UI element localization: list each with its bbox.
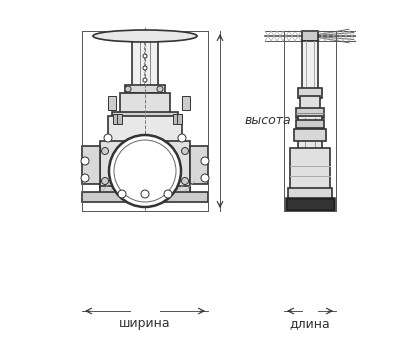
Bar: [100, 186, 190, 198]
Bar: [288, 188, 332, 202]
Bar: [113, 114, 118, 124]
Bar: [82, 192, 208, 202]
Bar: [120, 93, 170, 116]
Text: ширина: ширина: [119, 318, 171, 330]
Bar: [177, 114, 182, 124]
Circle shape: [182, 147, 188, 155]
Circle shape: [164, 190, 172, 198]
Bar: [132, 40, 158, 91]
Circle shape: [143, 54, 147, 58]
Circle shape: [125, 86, 131, 92]
Bar: [117, 114, 122, 124]
Bar: [173, 114, 178, 124]
Bar: [100, 141, 190, 191]
Bar: [302, 41, 318, 91]
Ellipse shape: [93, 30, 197, 42]
Circle shape: [201, 157, 209, 165]
Bar: [112, 112, 178, 118]
Bar: [302, 31, 318, 41]
Circle shape: [143, 78, 147, 82]
Circle shape: [178, 134, 186, 142]
Bar: [125, 85, 165, 93]
Bar: [298, 88, 322, 98]
Circle shape: [81, 174, 89, 182]
Circle shape: [143, 66, 147, 70]
Circle shape: [182, 177, 188, 184]
Text: высота: высота: [245, 115, 292, 127]
Circle shape: [104, 134, 112, 142]
Bar: [300, 96, 320, 111]
Circle shape: [141, 190, 149, 198]
Bar: [190, 146, 208, 184]
Bar: [182, 96, 190, 110]
Bar: [82, 146, 100, 184]
Circle shape: [81, 157, 89, 165]
Bar: [108, 96, 116, 110]
Bar: [286, 198, 334, 210]
Bar: [108, 116, 182, 146]
Bar: [137, 32, 153, 40]
Circle shape: [109, 135, 181, 207]
Bar: [290, 148, 330, 191]
Circle shape: [102, 177, 108, 184]
Bar: [296, 108, 324, 118]
Circle shape: [157, 86, 163, 92]
Text: длина: длина: [290, 318, 330, 330]
Bar: [298, 116, 322, 151]
Circle shape: [118, 190, 126, 198]
Bar: [296, 120, 324, 128]
Circle shape: [102, 147, 108, 155]
Circle shape: [201, 174, 209, 182]
Bar: [294, 129, 326, 141]
